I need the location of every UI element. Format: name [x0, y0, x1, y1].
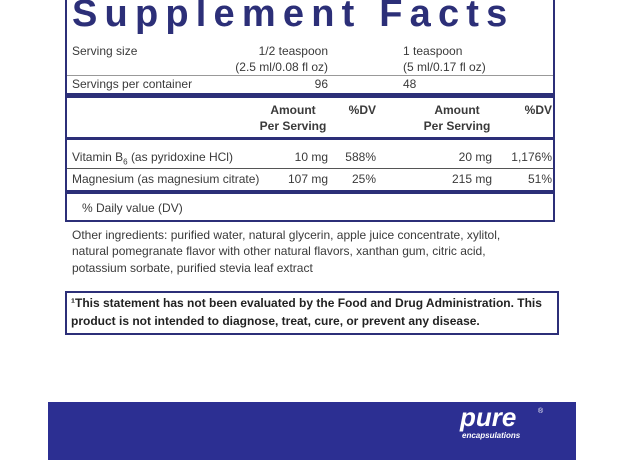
servings-value: 48 [403, 77, 417, 91]
thin-bar [67, 137, 553, 140]
registered: ® [538, 408, 544, 415]
dv: 25% [351, 172, 376, 186]
disclaimer-box [65, 291, 559, 335]
nutrient-name: Magnesium (as magnesium citrate) [72, 172, 260, 186]
ingredients-line: natural pomegranate flavor with other na… [72, 244, 486, 258]
divider [67, 75, 553, 76]
servings-value: 96 [314, 77, 328, 91]
serving-size: 1/2 teaspoon [258, 44, 328, 58]
amount: 215 mg [451, 172, 492, 186]
serving-size-label: Serving size [72, 44, 138, 58]
title: Supplement Facts [72, 0, 515, 35]
header-per-serving: Per Serving [259, 119, 327, 133]
brand-name: pure [460, 402, 517, 432]
footer-band [48, 402, 576, 460]
disclaimer-line: product is not intended to diagnose, tre… [71, 314, 480, 328]
servings-label: Servings per container [72, 77, 193, 91]
subscript: 6 [123, 157, 128, 167]
amount: 20 mg [458, 150, 492, 164]
serving-size-sub: (2.5 ml/0.08 fl oz) [235, 60, 328, 74]
disclaimer-line: ¹This statement has not been evaluated b… [71, 296, 542, 310]
serving-size: 1 teaspoon [403, 44, 463, 58]
amount: 107 mg [287, 172, 328, 186]
amount: 10 mg [294, 150, 328, 164]
serving-size-sub: (5 ml/0.17 fl oz) [403, 60, 486, 74]
brand-tagline: encapsulations [462, 431, 521, 440]
dv: 1,176% [511, 150, 552, 164]
nutrient-name: Vitamin B [72, 150, 124, 164]
nutrient-name: Vitamin B6 (as pyridoxine HCl) [72, 150, 233, 169]
nutrient-source: (as pyridoxine HCl) [130, 150, 233, 164]
thick-bar [67, 93, 553, 98]
footnote: % Daily value (DV) [82, 201, 183, 215]
header-dv: %DV [524, 103, 552, 117]
ingredients-line: potassium sorbate, purified stevia leaf … [72, 261, 313, 275]
ingredients-line: Other ingredients: purified water, natur… [72, 228, 501, 242]
divider [67, 168, 553, 169]
thick-bar [67, 190, 553, 194]
header-amount: Amount [434, 103, 480, 117]
dv: 588% [345, 150, 376, 164]
header-dv: %DV [348, 103, 376, 117]
header-per-serving: Per Serving [423, 119, 491, 133]
header-amount: Amount [270, 103, 316, 117]
facts-box [65, 0, 555, 222]
dv: 51% [527, 172, 552, 186]
